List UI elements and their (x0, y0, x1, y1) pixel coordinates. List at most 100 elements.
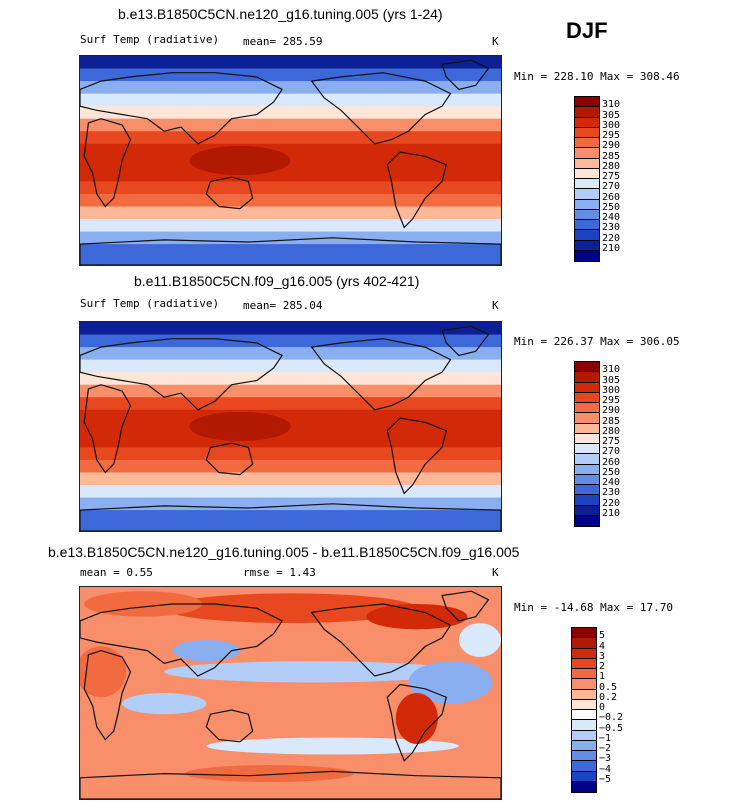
colorbar-swatch (575, 250, 599, 261)
colorbar-swatch (575, 189, 599, 200)
temperature-band (80, 143, 501, 183)
temperature-band (80, 334, 501, 349)
colorbar-swatch (575, 485, 599, 496)
temperature-band (80, 397, 501, 411)
colorbar-tick-label: 220 (602, 232, 621, 244)
colorbar-tick-label: 210 (602, 507, 621, 519)
panel-3-units: K (492, 566, 499, 579)
coastline (386, 151, 448, 229)
colorbar-swatch (575, 515, 599, 526)
colorbar-tick-label: 0.2 (599, 691, 618, 703)
colorbar-tick-label: 0 (599, 702, 606, 713)
colorbar-tick-label: −4 (599, 763, 612, 775)
temperature-band (80, 409, 501, 449)
coastline (80, 237, 501, 265)
panel-3-heatmap (80, 587, 501, 799)
colorbar-swatch (572, 689, 596, 700)
colorbar-tick-label: 220 (602, 497, 621, 509)
season-label: DJF (566, 18, 608, 43)
difference-region (185, 765, 354, 783)
colorbar-tick-label: 280 (602, 425, 621, 437)
colorbar-tick-label: 2 (599, 661, 606, 672)
panel-2-map (79, 321, 502, 532)
panel-1-variable-label: Surf Temp (radiative) (80, 33, 220, 46)
temperature-band (80, 56, 501, 70)
panel-2-minmax: Min = 226.37 Max = 306.05 (514, 335, 680, 348)
colorbar-tick-label: 250 (602, 201, 621, 213)
colorbar-tick-label: 280 (602, 160, 621, 172)
temperature-band (80, 93, 501, 108)
colorbar-swatch (575, 138, 599, 149)
colorbar-swatch (572, 658, 596, 669)
colorbar-swatch (572, 699, 596, 710)
panel-1-mean: mean= 285.59 (243, 35, 323, 48)
temperature-band (80, 447, 501, 461)
colorbar-tick-label: 240 (602, 477, 621, 488)
panel-1-units: K (492, 35, 499, 48)
colorbar-swatch (572, 751, 596, 762)
colorbar-swatch (572, 771, 596, 782)
temperature-band (80, 68, 501, 83)
temperature-band (80, 347, 501, 361)
colorbar-tick-label: 310 (602, 364, 621, 376)
panel-3-colorbar (571, 627, 597, 793)
colorbar-swatch (575, 382, 599, 393)
panel-2-colorbar (574, 361, 600, 527)
colorbar-swatch (572, 761, 596, 772)
colorbar-swatch (572, 740, 596, 751)
colorbar-tick-label: 295 (602, 395, 621, 406)
coastline (441, 325, 490, 357)
colorbar-tick-label: 300 (602, 119, 621, 131)
difference-region (164, 593, 417, 624)
colorbar-swatch (575, 423, 599, 434)
colorbar-tick-label: 5 (599, 630, 606, 642)
colorbar-tick-label: −0.2 (599, 712, 624, 724)
warm-pool (189, 411, 291, 442)
colorbar-swatch (575, 199, 599, 210)
colorbar-tick-label: 1 (599, 671, 606, 683)
colorbar-tick-label: 310 (602, 99, 621, 111)
temperature-band (80, 118, 501, 133)
coastline (310, 72, 452, 145)
temperature-band (80, 384, 501, 399)
colorbar-tick-label: 305 (602, 374, 621, 386)
coastline (80, 338, 283, 411)
panel-3-map (79, 586, 502, 800)
temperature-band (80, 181, 501, 195)
colorbar-swatch (575, 97, 599, 108)
warm-pool (189, 145, 291, 176)
colorbar-swatch (572, 730, 596, 741)
panel-1-map (79, 55, 502, 266)
colorbar-swatch (575, 474, 599, 485)
colorbar-tick-label: 250 (602, 466, 621, 478)
temperature-band (80, 472, 501, 487)
coastline (83, 118, 132, 208)
temperature-band (80, 106, 501, 120)
colorbar-tick-label: −0.5 (599, 722, 624, 734)
colorbar-swatch (575, 464, 599, 475)
coastline (80, 770, 501, 799)
colorbar-tick-label: 3 (599, 650, 606, 662)
panel-2-heatmap (80, 322, 501, 531)
colorbar-tick-label: 275 (602, 171, 621, 182)
coastline (441, 590, 490, 622)
panel-2-variable-label: Surf Temp (radiative) (80, 297, 220, 310)
coastline (83, 384, 132, 474)
temperature-band (80, 510, 501, 531)
colorbar-tick-label: 260 (602, 456, 621, 468)
colorbar-swatch (575, 495, 599, 506)
difference-region (206, 737, 459, 755)
colorbar-swatch (572, 638, 596, 649)
coastline (80, 603, 283, 677)
colorbar-swatch (575, 179, 599, 190)
coastline (205, 442, 254, 476)
coastline (80, 72, 283, 145)
panel-3-minmax: Min = -14.68 Max = 17.70 (514, 601, 673, 614)
colorbar-swatch (575, 392, 599, 403)
difference-region (408, 661, 493, 704)
temperature-band (80, 485, 501, 499)
coastline (205, 176, 254, 210)
colorbar-tick-label: −2 (599, 743, 612, 754)
colorbar-tick-label: 285 (602, 415, 621, 427)
colorbar-tick-label: 4 (599, 640, 606, 652)
